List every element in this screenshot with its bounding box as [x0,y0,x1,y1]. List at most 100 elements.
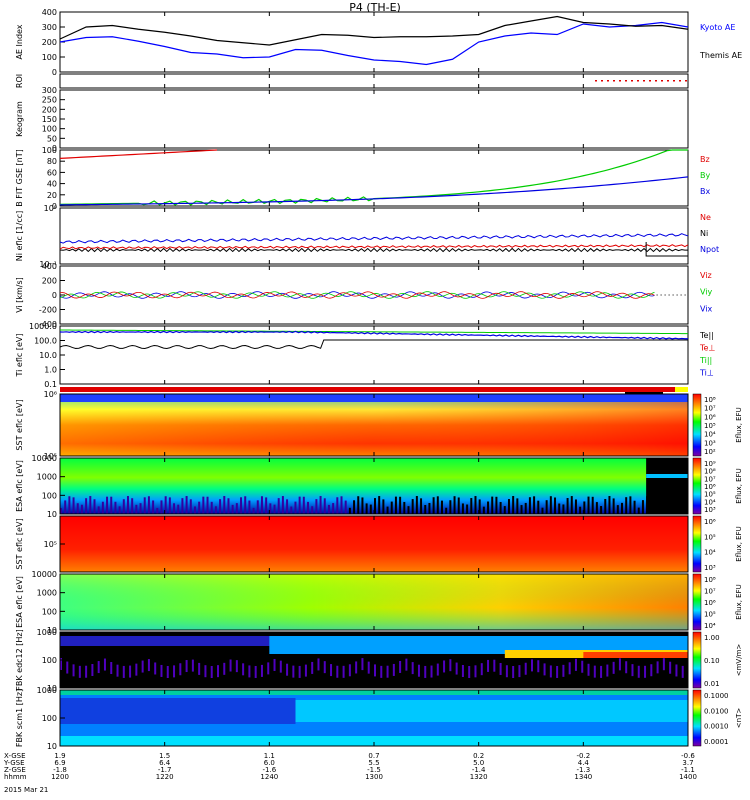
esa_e-noise-bar [281,496,284,514]
ephem-value: 1300 [365,773,383,781]
vi-line-2 [59,291,655,299]
esa_e-noise-bar [302,496,305,514]
sst_e-colorbar-label: Eflux, EFU [735,407,743,442]
esa_e-noise-bar [244,496,247,514]
esa_e-noise-bar [76,503,79,514]
esa_e-colorbar-label: Eflux, EFU [735,468,743,503]
fbk_e-stripe [600,665,603,678]
fbk_e-stripe [543,663,546,676]
esa_e-noise-bar [286,499,289,514]
roi-mark [595,80,597,82]
esa_i-ytick-label: 1000 [37,589,57,598]
fbk_e-stripe [468,665,471,678]
bfit-ylabel: B FIT GSE [nT] [15,149,24,207]
esa_e-noise-bar [633,500,636,514]
sst_e-ytick-label: 10⁵ [44,452,57,461]
fbk_b-colorbar [692,689,702,747]
esa_e-noise-bar [516,498,519,514]
fbk_e-stripe [223,662,226,675]
fbk_e-stripe [110,662,113,675]
fbk_e-colorbar-tick: 0.01 [704,680,720,688]
ti-ytick-label: 1.0 [44,366,57,375]
esa_e-noise-bar [336,497,339,514]
ae-ytick-label: 400 [42,8,57,17]
ephem-value: 6.0 [264,759,275,767]
fbk_e-stripe [342,665,345,678]
esa_e-noise-bar [160,500,163,514]
ephem-value: -1.3 [576,766,590,774]
keogram-ytick-label: 250 [42,96,57,105]
fbk_e-stripe [198,662,201,675]
ephem-value: -0.6 [681,752,695,760]
sst_i-colorbar [692,515,702,573]
esa_e-noise-bar [110,496,113,514]
esa_e-noise-bar [562,504,565,514]
fbk_e-stripe [562,664,565,677]
esa_e-noise-bar [545,500,548,514]
fbk_e-stripe [66,661,69,674]
esa_e-noise-bar [332,503,335,514]
fbk_e-stripe [229,659,232,672]
fbk_e-stripe [204,665,207,678]
esa_e-noise-bar [177,504,180,514]
bfit-by-line [59,149,688,206]
fbk_e-stripe [72,664,75,677]
legend-te: Te|| [699,331,714,340]
esa_i-ytick-label: 100 [42,607,57,616]
fbk_e-stripe [97,661,100,674]
vi-ylabel: Vi [km/s] [15,277,24,313]
fbk_e-stripe [618,658,621,671]
esa_e-noise-bar [256,500,259,514]
roi-mark [625,80,627,82]
ephem-value: 1.1 [264,752,275,760]
fbk_e-stripe [568,662,571,675]
esa_e-noise-bar [219,499,222,514]
roi-ylabel: ROI [15,74,24,88]
esa_e-noise-bar [122,499,125,514]
esa_e-noise-bar [583,501,586,514]
fbk_b-ytick-label: 100 [42,714,57,723]
esa_e-noise-bar [386,506,389,514]
fbk_e-band-hot [583,652,688,658]
esa_e-noise-bar [625,497,628,514]
esa_i-ylabel: ESA eflc [eV] [15,576,24,628]
ti-ylabel: Ti eflc [eV] [15,334,24,378]
ephem-value: 1340 [574,773,592,781]
esa_e-noise-bar [353,500,356,514]
legend-vix: Vix [700,304,713,313]
esa_e-ytick-label: 1000 [37,473,57,482]
fbk_e-stripe [518,665,521,678]
fbk_e-stripe [675,664,678,677]
esa_i-colorbar [692,573,702,631]
esa_i-ytick-label: 10000 [32,570,57,579]
fbk_e-ytick-label: 1000 [37,628,57,637]
esa_e-noise-bar [478,499,481,514]
esa_e-noise-bar [198,501,201,514]
esa_e-noise-bar [181,498,184,514]
esa_e-noise-bar [80,504,83,514]
ephem-value: -1.5 [367,766,381,774]
esa_e-noise-bar [369,504,372,514]
fbk_e-stripe [160,664,163,677]
esa_e-noise-bar [621,502,624,514]
fbk_b-ytick-label: 10 [47,742,57,751]
esa_e-noise-bar [85,498,88,514]
roi-mark [667,80,669,82]
fbk_e-stripe [487,659,490,672]
fbk_b-ytick-label: 1000 [37,686,57,695]
ephem-value: 1400 [679,773,697,781]
esa_e-noise-bar [378,496,381,514]
esa_e-noise-bar [499,502,502,514]
esa_e-colorbar-tick: 10⁵ [704,491,716,499]
fbk_e-stripe [631,664,634,677]
fbk_e-stripe [147,659,150,672]
esa_e-noise-bar [637,507,640,514]
esa_e-noise-bar [114,501,117,514]
esa_e-noise-bar [491,496,494,514]
esa_e-noise-bar [126,496,129,514]
sst_i-colorbar-tick: 10⁴ [704,549,716,557]
esa_e-gap [646,458,688,514]
ae-ytick-label: 200 [42,38,57,47]
roi-mark [631,80,633,82]
bfit-bx-line [59,176,689,206]
